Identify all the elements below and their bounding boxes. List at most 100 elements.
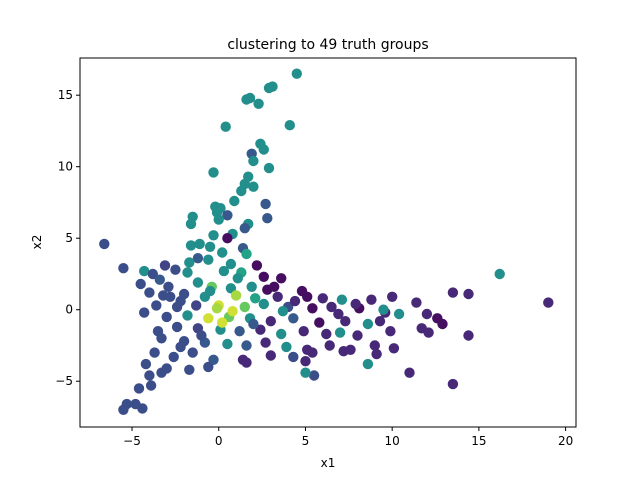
scatter-point <box>291 68 302 79</box>
scatter-point <box>152 326 164 337</box>
scatter-point <box>145 380 157 391</box>
chart-title: clustering to 49 truth groups <box>227 37 428 53</box>
scatter-point <box>139 265 150 277</box>
data-points <box>99 68 554 415</box>
scatter-point <box>139 307 150 318</box>
y-tick-label: 0 <box>65 303 73 317</box>
scatter-point <box>204 285 216 297</box>
scatter-point <box>276 273 287 284</box>
scatter-point <box>208 230 219 241</box>
scatter-point <box>302 291 313 302</box>
scatter-point <box>140 358 152 370</box>
scatter-point <box>192 253 204 264</box>
scatter-point <box>175 341 186 353</box>
scatter-point <box>222 233 233 244</box>
scatter-point <box>241 357 252 368</box>
scatter-point <box>135 278 146 290</box>
scatter-point <box>263 82 275 94</box>
scatter-point <box>185 240 197 251</box>
scatter-point <box>234 326 245 337</box>
scatter-point <box>192 277 204 288</box>
scatter-point <box>258 271 269 282</box>
x-axis-label: x1 <box>321 456 336 470</box>
scatter-point <box>168 351 179 363</box>
scatter-point <box>185 218 197 230</box>
y-axis-ticks: −5 0 5 10 15 <box>55 88 80 388</box>
scatter-point <box>387 291 398 302</box>
scatter-point <box>213 214 224 225</box>
scatter-point <box>317 293 328 304</box>
scatter-point <box>289 295 301 307</box>
scatter-point <box>239 301 250 313</box>
scatter-point <box>463 288 474 300</box>
scatter-point <box>251 260 263 271</box>
scatter-point <box>333 308 344 320</box>
scatter-point <box>265 316 276 327</box>
scatter-point <box>263 162 275 174</box>
scatter-point <box>300 367 311 378</box>
scatter-point <box>246 281 257 292</box>
scatter-point <box>241 94 252 105</box>
y-tick-label: 15 <box>58 88 73 102</box>
scatter-point <box>276 328 287 340</box>
scatter-point <box>232 273 243 284</box>
x-tick-label: 10 <box>385 434 400 448</box>
plot-frame <box>79 57 577 428</box>
scatter-point <box>118 404 129 415</box>
scatter-point <box>288 351 299 363</box>
scatter-point <box>159 260 171 271</box>
scatter-point <box>258 298 269 310</box>
scatter-point <box>99 238 110 250</box>
scatter-point <box>369 340 380 351</box>
y-tick-label: 10 <box>58 160 73 174</box>
scatter-point <box>151 300 162 311</box>
scatter-point <box>165 291 176 302</box>
x-tick-label: 0 <box>215 434 223 448</box>
scatter-point <box>118 263 129 274</box>
scatter-point <box>161 311 172 323</box>
scatter-point <box>239 223 250 234</box>
scatter-point <box>184 257 195 268</box>
scatter-point <box>338 346 349 357</box>
scatter-point <box>340 316 351 327</box>
scatter-point <box>191 300 202 311</box>
scatter-point <box>225 258 237 270</box>
scatter-point <box>307 347 318 358</box>
scatter-point <box>217 247 228 258</box>
scatter-point <box>137 403 148 414</box>
scatter-point <box>253 98 264 110</box>
scatter-point <box>204 241 216 252</box>
scatter-point <box>248 155 259 167</box>
scatter-point <box>307 303 318 314</box>
scatter-point <box>378 304 389 315</box>
scatter-point <box>203 313 214 324</box>
scatter-point <box>147 268 158 280</box>
scatter-point <box>447 287 459 298</box>
scatter-point <box>411 297 422 308</box>
y-axis-label: x2 <box>30 235 44 250</box>
scatter-point <box>187 347 198 358</box>
scatter-point <box>220 121 231 132</box>
scatter-point <box>262 213 273 224</box>
scatter-point <box>208 167 219 178</box>
scatter-point <box>374 316 386 327</box>
x-tick-label: 20 <box>558 434 573 448</box>
scatter-point <box>336 294 348 305</box>
scatter-point <box>321 328 332 340</box>
scatter-point <box>423 327 434 338</box>
scatter-point <box>362 358 374 370</box>
scatter-point <box>163 281 174 292</box>
scatter-point <box>241 340 252 351</box>
scatter-point <box>371 348 382 360</box>
scatter-point <box>385 326 396 337</box>
scatter-point <box>265 350 276 361</box>
scatter-point <box>149 347 160 358</box>
scatter-point <box>421 308 433 320</box>
scatter-point <box>326 301 337 313</box>
scatter-point <box>222 210 233 221</box>
y-tick-label: 5 <box>65 231 73 245</box>
scatter-point <box>250 293 261 304</box>
scatter-point <box>144 370 155 381</box>
scatter-point <box>350 298 361 310</box>
